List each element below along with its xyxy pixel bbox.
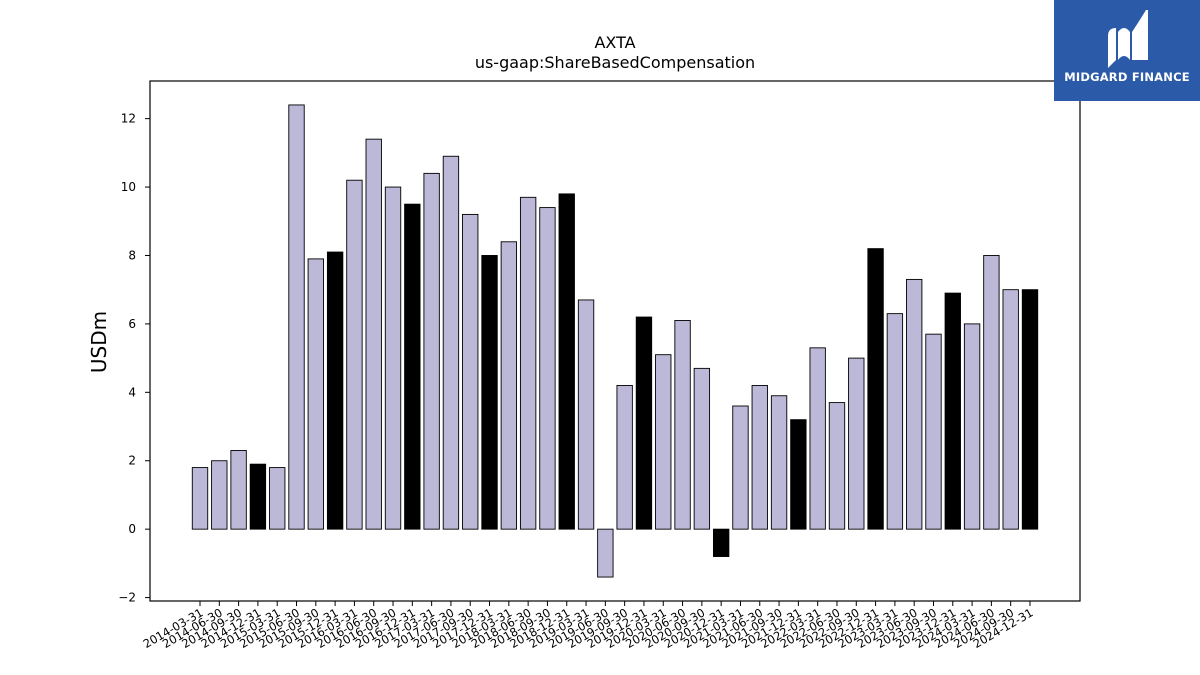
bar-2014-12-31 (249, 463, 267, 530)
bar-2024-09-30 (1002, 289, 1019, 530)
bar-2019-09-30 (616, 385, 633, 530)
y-tick-label: 12 (121, 112, 136, 126)
bar-2016-09-30 (384, 186, 402, 530)
bar-2023-03-31 (886, 313, 904, 530)
bar-2019-03-31 (577, 299, 595, 530)
bar-2019-12-31 (635, 316, 653, 530)
bar-2020-03-31 (655, 354, 672, 530)
bar-2019-06-30 (597, 528, 614, 578)
bar-2016-03-31 (346, 179, 363, 530)
bar-2017-12-31 (481, 255, 498, 530)
bar-2018-09-30 (539, 207, 556, 530)
bar-2015-12-31 (326, 251, 344, 530)
midgard-logo-icon (1108, 10, 1148, 68)
bar-2023-12-31 (944, 292, 961, 530)
bar-2018-06-30 (519, 196, 537, 530)
bar-2015-06-30 (288, 104, 305, 530)
bar-2022-06-30 (828, 402, 846, 530)
bar-2017-09-30 (462, 213, 479, 530)
bar-2024-12-31 (1021, 289, 1039, 530)
y-axis: −2 0 2 4 6 8 10 12 (118, 112, 150, 605)
y-tick-label: 10 (121, 180, 136, 194)
bar-2016-12-31 (404, 203, 421, 530)
y-tick-label: 0 (128, 522, 136, 536)
bars-group (191, 104, 1039, 578)
bar-2015-09-30 (307, 258, 324, 530)
x-axis: 2014-03-312014-06-302014-09-302014-12-31… (141, 601, 1036, 651)
midgard-finance-logo: MIDGARD FINANCE (1054, 0, 1200, 101)
bar-2024-03-31 (963, 323, 981, 530)
bar-2017-03-31 (423, 172, 440, 530)
y-axis-label: USDm (87, 311, 111, 373)
y-tick-label: 4 (128, 385, 136, 399)
bar-2020-12-31 (712, 528, 730, 557)
bar-2017-06-30 (442, 155, 460, 530)
chart-title: AXTA (594, 33, 635, 52)
bar-2015-03-31 (269, 467, 286, 530)
y-tick-label: 2 (128, 454, 136, 468)
bar-2021-06-30 (751, 385, 768, 530)
bar-2023-09-30 (925, 333, 942, 530)
bar-2014-03-31 (191, 467, 209, 530)
logo-text: MIDGARD FINANCE (1064, 70, 1190, 84)
bar-2024-06-30 (983, 255, 1000, 530)
bar-2016-06-30 (365, 138, 382, 530)
y-tick-label: 6 (128, 317, 136, 331)
bar-2020-09-30 (693, 367, 711, 530)
bar-2022-03-31 (809, 347, 826, 530)
bar-2018-03-31 (500, 241, 518, 530)
bar-2018-12-31 (558, 193, 575, 530)
bar-2021-12-31 (790, 419, 807, 530)
bar-2020-06-30 (674, 320, 691, 530)
bar-2014-06-30 (211, 460, 228, 530)
y-tick-label: 8 (128, 248, 136, 262)
bar-2022-12-31 (867, 248, 884, 530)
bar-2022-09-30 (848, 357, 865, 530)
bar-2021-03-31 (732, 405, 749, 530)
bar-2023-06-30 (906, 278, 923, 530)
y-tick-label: −2 (118, 591, 136, 605)
bar-2014-09-30 (230, 450, 247, 530)
bar-2021-09-30 (770, 395, 788, 530)
plot-frame (149, 80, 1081, 602)
chart-subtitle: us-gaap:ShareBasedCompensation (475, 53, 755, 72)
